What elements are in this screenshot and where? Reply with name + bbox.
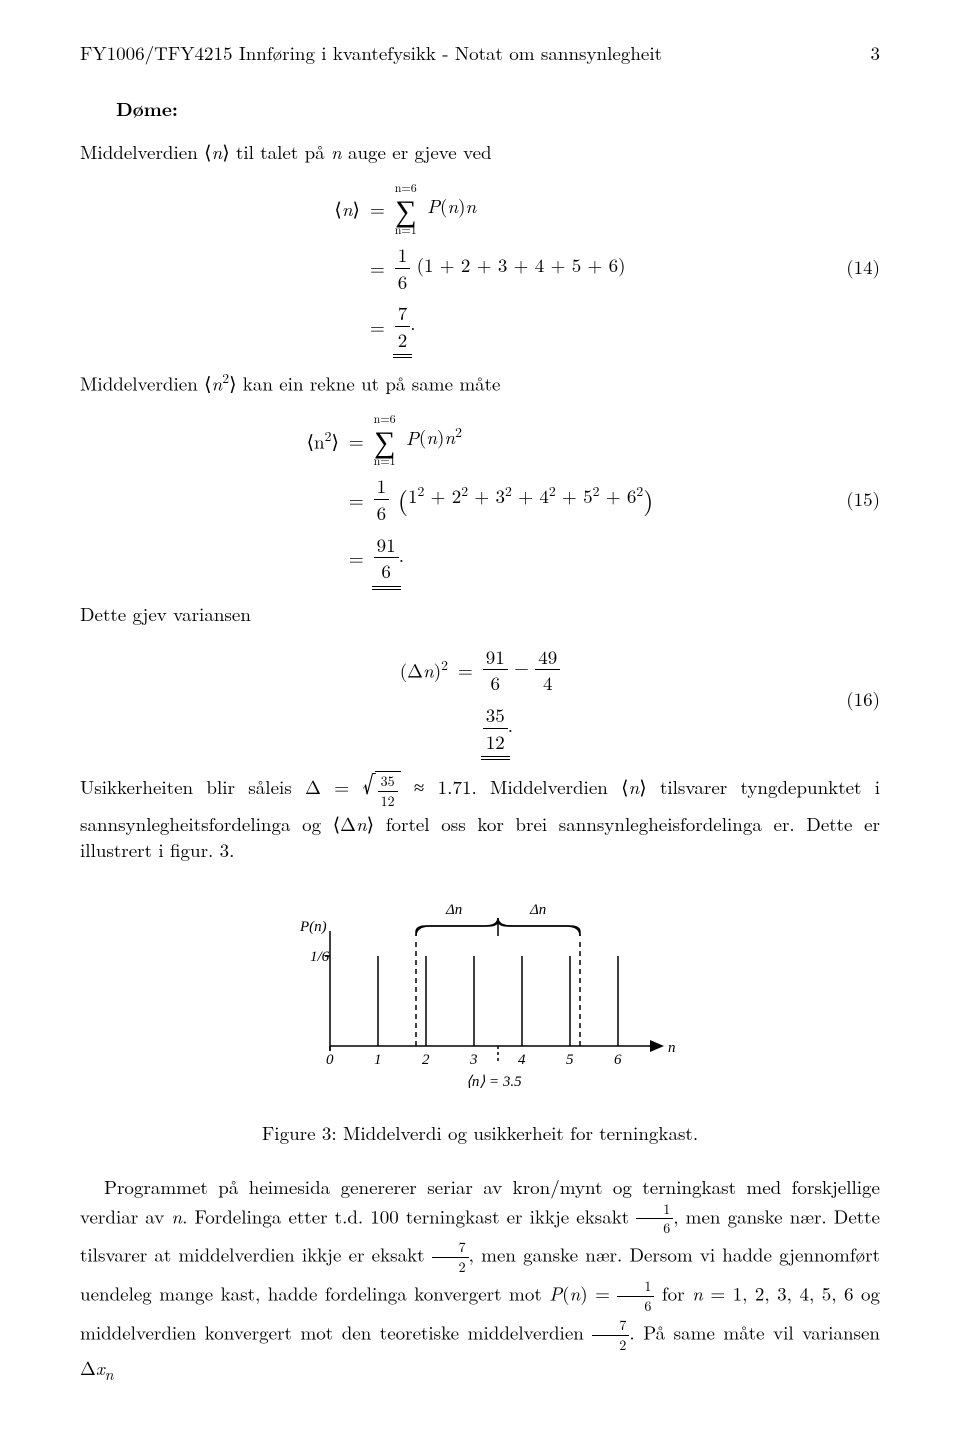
sum-lower: n=1: [374, 455, 396, 467]
denominator: 2: [395, 327, 411, 353]
text: Middelverdien ⟨: [80, 138, 212, 165]
eq-equals: =: [366, 179, 389, 239]
equation-14: ⟨n⟩ = n=6 ∑ n=1 P(n)n = 1 6: [80, 179, 880, 356]
text: ⟩ kan ein rekne ut på same måte: [229, 370, 500, 397]
svg-text:1: 1: [374, 1052, 382, 1068]
svg-text:Δn: Δn: [445, 902, 462, 918]
text: Usikkerheiten blir såleis Δ =: [80, 773, 362, 800]
running-title: FY1006/TFY4215 Innføring i kvantefysikk …: [80, 40, 662, 66]
equation-number: (16): [846, 686, 880, 712]
fraction: 1 6: [374, 473, 390, 525]
svg-text:3: 3: [469, 1052, 478, 1068]
figure-3-caption: Figure 3: Middelverdi og usikkerheit for…: [80, 1120, 880, 1146]
sqrt: √3512: [362, 771, 400, 811]
svg-text:n: n: [668, 1040, 676, 1056]
text: auge er gjeve ved: [342, 138, 492, 165]
fraction: 1 6: [395, 242, 411, 294]
figure-3-svg: 1/6 P(n): [270, 886, 690, 1096]
eq-lhs: (Δn)2: [394, 641, 454, 699]
final-fraction: 35 12: [483, 702, 508, 754]
svg-text:Δn: Δn: [529, 902, 546, 918]
paragraph-uncertainty: Usikkerheiten blir såleis Δ = √3512 ≈ 1.…: [80, 771, 880, 862]
numerator: 1: [395, 242, 411, 269]
math-var: n: [331, 138, 342, 165]
final-fraction: 7 2: [395, 300, 411, 352]
text: Middelverdien ⟨: [80, 370, 212, 397]
section-heading: Døme:: [116, 96, 880, 122]
sum-symbol: n=6 ∑ n=1: [374, 413, 396, 467]
page: FY1006/TFY4215 Innføring i kvantefysikk …: [0, 0, 960, 1434]
svg-text:5: 5: [566, 1052, 574, 1068]
fraction: 91 6: [483, 644, 508, 696]
paragraph-program: Programmet på heimesida genererer seriar…: [80, 1174, 880, 1384]
running-header: FY1006/TFY4215 Innføring i kvantefysikk …: [80, 40, 880, 66]
equation-15: ⟨n2⟩ = n=6 ∑ n=1 P(n)n2 = 1 6: [80, 410, 880, 587]
fraction: 49 4: [535, 644, 560, 696]
figure-3: 1/6 P(n): [80, 886, 880, 1096]
paragraph-variance: Dette gjev variansen: [80, 601, 880, 627]
eq-lhs: ⟨n⟩: [328, 179, 366, 239]
page-number: 3: [870, 40, 880, 66]
equation-number: (15): [846, 486, 880, 512]
svg-text:0: 0: [326, 1052, 334, 1068]
text: (1 + 2 + 3 + 4 + 5 + 6): [410, 251, 625, 278]
eq-rhs: n=6 ∑ n=1 P(n)n: [389, 179, 632, 239]
text: ⟩ til talet på: [222, 138, 331, 165]
svg-text:⟨n⟩ = 3.5: ⟨n⟩ = 3.5: [466, 1074, 522, 1090]
equation-number: (14): [846, 254, 880, 280]
numerator: 7: [395, 300, 411, 327]
final-fraction: 91 6: [374, 532, 399, 584]
paragraph-intro-meansq: Middelverdien ⟨n2⟩ kan ein rekne ut på s…: [80, 369, 880, 396]
svg-text:2: 2: [422, 1052, 430, 1068]
eq-lhs: ⟨n2⟩: [301, 410, 345, 470]
svg-text:6: 6: [614, 1052, 622, 1068]
svg-text:4: 4: [518, 1052, 526, 1068]
sum-lower: n=1: [395, 224, 417, 236]
denominator: 6: [395, 269, 411, 295]
svg-text:1/6: 1/6: [310, 949, 330, 965]
svg-text:P(n): P(n): [299, 919, 327, 935]
math-var: n: [212, 370, 223, 397]
equation-16: (Δn)2 = 91 6 − 49 4 35: [80, 641, 880, 758]
sum-symbol: n=6 ∑ n=1: [395, 182, 417, 236]
math-var: n: [212, 138, 223, 165]
paragraph-intro-mean: Middelverdien ⟨n⟩ til talet på n auge er…: [80, 139, 880, 165]
